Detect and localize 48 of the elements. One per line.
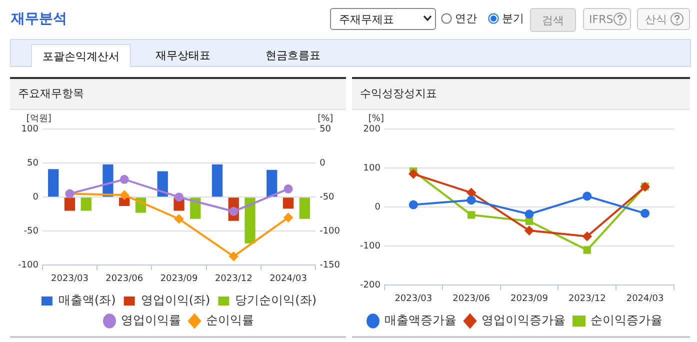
y-tick-label: 0 [32,192,39,202]
y-tick-label: -200 [360,280,381,291]
text: 연간 [455,11,477,26]
y2-tick-label: 50 [320,124,332,134]
y-tick-label: 100 [21,124,39,134]
y-tick-label: -100 [18,260,39,271]
legend-label: 순이익률 [206,313,254,328]
legend-label: 당기순이익(좌) [235,293,317,308]
text: 검색 [530,8,576,32]
x-tick-label: 2023/09 [160,274,198,284]
y-axis-title: [억원] [26,114,52,124]
y-tick-label: 100 [363,163,381,174]
legend-label: 영업이익증가율 [482,313,566,328]
text: 산식 [637,8,690,30]
legend-label: 매출액(좌) [58,293,116,308]
legend-label: 영업이익(좌) [140,293,210,308]
text: 재무상태표 [154,48,212,64]
y2-tick-label: -150 [320,260,340,271]
text: 재무분석 [11,10,67,28]
x-tick-label: 2023/06 [106,274,144,284]
x-tick-label: 2023/09 [510,294,548,304]
text: 현금흐름표 [264,48,322,64]
x-tick-label: 2023/03 [394,294,432,304]
y2-axis-title: [%] [318,114,334,124]
y-tick-label: -50 [24,226,39,236]
text: 포괄손익계산서 [31,44,131,67]
y2-tick-label: 0 [320,158,326,168]
y-tick-label: 50 [26,158,39,168]
y2-tick-label: -100 [320,226,340,236]
y-tick-label: -100 [360,241,381,252]
text: IFRS [583,8,631,30]
y-axis-title: [%] [368,114,384,124]
y-tick-label: 0 [374,202,381,212]
y-tick-label: 200 [363,124,381,134]
legend-label: 매출액증가율 [384,313,456,328]
x-tick-label: 2023/12 [214,274,252,284]
legend-label: 영업이익률 [121,313,181,328]
y2-tick-label: -50 [320,192,335,202]
x-tick-label: 2024/03 [626,294,664,304]
x-tick-label: 2023/03 [51,274,88,284]
x-tick-label: 2023/06 [452,294,490,304]
chart-title: 수익성장성지표 [352,79,690,110]
legend-label: 순이익증가율 [590,313,662,328]
text: 주재무제표 [339,12,394,26]
x-tick-label: 2023/12 [568,294,606,304]
text: 분기 [502,11,524,26]
x-tick-label: 2024/03 [270,274,307,284]
chart-title: 주요재무항목 [10,79,346,110]
